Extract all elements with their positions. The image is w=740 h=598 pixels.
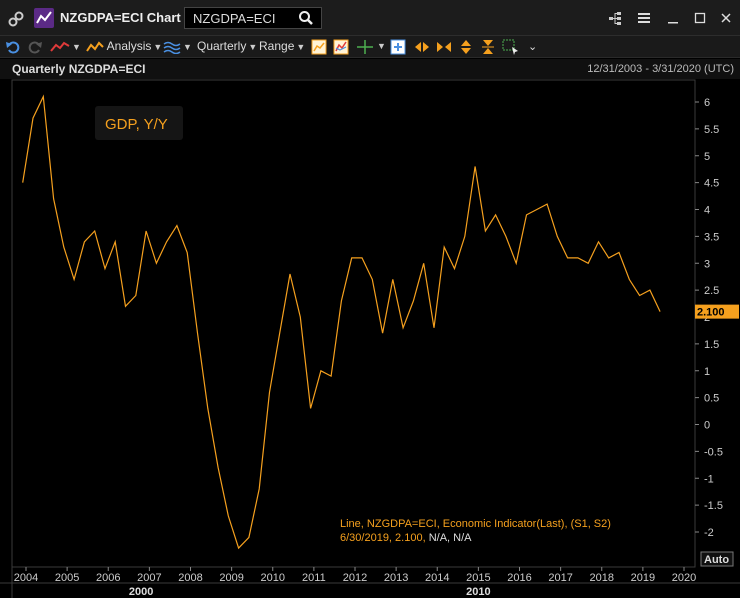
analysis-icon [86,41,104,52]
instrument-search-input[interactable] [184,7,322,29]
y-tick-label: -2 [704,527,714,539]
chart-app-icon [34,8,54,28]
title-bar: NZGDPA=ECI Chart [0,0,740,36]
auto-scale-label: Auto [704,554,729,566]
undo-icon[interactable] [5,39,21,55]
scroll-left-right-icon[interactable] [414,39,430,55]
x-tick-label: 2019 [631,572,655,584]
chart-date-range: 12/31/2003 - 3/31/2020 (UTC) [587,63,734,75]
range-label: Range [259,39,295,53]
x-tick-label: 2020 [672,572,696,584]
y-tick-label: -1.5 [704,500,723,512]
y-tick-label: 4.5 [704,178,719,190]
crosshair-icon[interactable] [356,39,374,55]
x-tick-label: 2006 [96,572,120,584]
period-label: Quarterly [197,39,247,53]
chart-series-title: Quarterly NZGDPA=ECI [12,62,146,76]
y-tick-label: 0 [704,420,710,432]
analysis-label: Analysis [106,39,152,53]
x-tick-label: 2012 [343,572,367,584]
hierarchy-icon[interactable] [607,10,623,26]
chart-toolbar: ▼ Analysis ▼ ▼ Quarterly ▼ Range ▼ ▼ ⌄ [0,36,740,58]
y-tick-label: 4 [704,205,710,217]
x-tick-label: 2013 [384,572,408,584]
studies-dropdown[interactable]: ▼ [163,39,192,55]
x-tick-label: 2008 [178,572,202,584]
chart-title-box [95,106,183,140]
legend-line-1: Line, NZGDPA=ECI, Economic Indicator(Las… [340,518,611,530]
window-title: NZGDPA=ECI Chart [60,10,181,25]
plot-area [11,79,696,568]
series-line-gdp [22,94,661,550]
scroll-up-down-icon[interactable] [458,39,474,55]
analysis-dropdown[interactable]: Analysis ▼ [86,39,162,55]
y-tick-label: 3 [704,258,710,270]
x-tick-label: 2005 [55,572,79,584]
line-style-dropdown[interactable]: ▼ [50,39,81,55]
y-tick-label: 3.5 [704,231,719,243]
compare-chart-icon[interactable] [333,39,349,55]
x-tick-label: 2004 [14,572,38,584]
y-tick-label: 5 [704,151,710,163]
legend-date-value: 6/30/2019, 2.100, [340,532,429,544]
x-tick-label: 2011 [302,572,326,584]
legend-line-2: 6/30/2019, 2.100, N/A, N/A [340,532,472,544]
decade-label: 2010 [466,586,490,598]
x-tick-label: 2010 [261,572,285,584]
add-panel-icon[interactable] [390,39,406,55]
x-tick-label: 2014 [425,572,449,584]
zoom-horizontal-icon[interactable] [436,39,452,55]
y-tick-label: 0.5 [704,393,719,405]
x-tick-label: 2017 [548,572,572,584]
x-tick-label: 2009 [219,572,243,584]
y-tick-label: -1 [704,473,714,485]
last-value-tag [695,304,739,319]
auto-scale-button[interactable] [700,551,734,567]
legend-na: N/A, N/A [429,532,472,544]
chart-title: GDP, Y/Y [105,116,168,133]
zoom-vertical-icon[interactable] [480,39,496,55]
maximize-icon[interactable] [692,10,708,26]
y-tick-label: 2.5 [704,285,719,297]
period-dropdown[interactable]: Quarterly ▼ [197,39,258,53]
x-tick-label: 2018 [590,572,614,584]
x-tick-label: 2015 [466,572,490,584]
chart-header [0,59,740,79]
line-chart-icon [50,41,70,52]
line-chart[interactable]: 65.554.543.532.521.510.50-0.5-1-1.5-2200… [0,79,740,598]
wave-icon [163,41,181,54]
more-tools-icon[interactable]: ⌄ [528,41,538,53]
link-icon[interactable] [7,10,25,28]
y-tick-label: 6 [704,97,710,109]
range-dropdown[interactable]: Range ▼ [259,39,306,53]
decade-label: 2000 [129,586,153,598]
minimize-icon[interactable] [665,10,681,26]
close-icon[interactable] [718,10,734,26]
menu-icon[interactable] [636,10,652,26]
y-tick-label: 1 [704,366,710,378]
crosshair-caret-icon[interactable]: ▼ [377,41,386,51]
last-value-label: 2.100 [697,307,725,319]
search-icon[interactable] [298,10,314,26]
y-tick-label: 5.5 [704,124,719,136]
x-tick-label: 2016 [507,572,531,584]
select-area-icon[interactable] [502,39,520,55]
redo-icon[interactable] [27,39,43,55]
y-tick-label: -0.5 [704,446,723,458]
chart-view-icon[interactable] [311,39,327,55]
x-tick-label: 2007 [137,572,161,584]
y-tick-label: 1.5 [704,339,719,351]
